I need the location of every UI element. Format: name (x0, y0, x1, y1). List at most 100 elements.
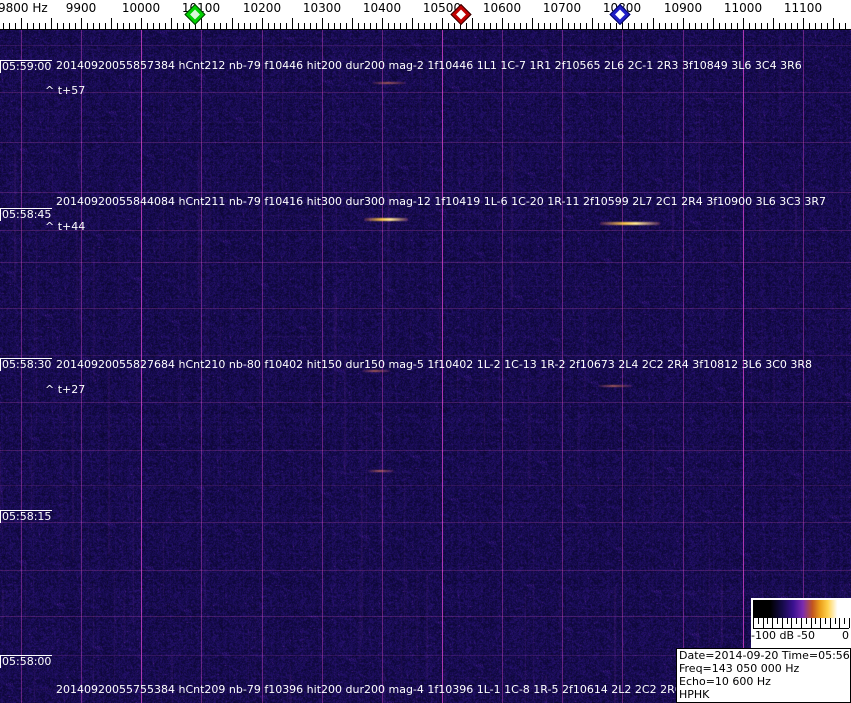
ruler-tick-minor (394, 23, 395, 30)
ruler-tick-minor (129, 23, 130, 30)
green-marker-core (190, 9, 200, 20)
colorbar-tick-major (849, 618, 850, 628)
ruler-tick-minor (671, 23, 672, 30)
red-marker-core (456, 9, 466, 20)
ruler-tick-minor (298, 23, 299, 30)
colorbar-tick-minor (796, 618, 797, 624)
ruler-label: 11000 (723, 1, 763, 15)
ruler-tick-minor (821, 23, 822, 30)
ruler-tick-major (412, 18, 413, 30)
vertical-gridline (562, 30, 563, 703)
event-detection-line: 20140920055857384 hCnt212 nb-79 f10446 h… (56, 59, 802, 72)
ruler-tick-minor (484, 23, 485, 30)
ruler-tick-major (322, 18, 323, 30)
frequency-ruler[interactable]: 9800 Hz 9900 10000 10100 10200 10300 10400 1050… (0, 0, 851, 30)
vertical-gridline (803, 30, 804, 703)
ruler-tick-minor (839, 23, 840, 30)
time-label: 05:58:15 (0, 510, 53, 523)
ruler-tick-minor (767, 23, 768, 30)
colorbar-tick-minor (806, 618, 807, 624)
ruler-tick-minor (665, 23, 666, 30)
horizontal-gridline (0, 192, 851, 193)
ruler-tick-major (472, 18, 473, 30)
ruler-tick-minor (556, 23, 557, 30)
ruler-tick-minor (117, 23, 118, 30)
ruler-tick-major (562, 18, 563, 30)
colorbar-tick-minor (835, 618, 836, 624)
ruler-tick-minor (3, 23, 4, 30)
ruler-tick-minor (316, 23, 317, 30)
ruler-tick-minor (574, 23, 575, 30)
ruler-label: 10300 (302, 1, 342, 15)
ruler-tick-minor (815, 23, 816, 30)
ruler-tick-minor (797, 23, 798, 30)
horizontal-gridline (0, 522, 851, 523)
ruler-tick-minor (195, 23, 196, 30)
ruler-tick-minor (538, 23, 539, 30)
meteor-echo-trace (598, 385, 632, 387)
colorbar-label-mid: -50 (797, 629, 815, 642)
ruler-tick-major (532, 18, 533, 30)
ruler-tick-minor (183, 23, 184, 30)
ruler-tick-major (111, 18, 112, 30)
ruler-tick-minor (159, 23, 160, 30)
info-box: Date=2014-09-20 Time=05:56 UTC Freq=143 … (676, 648, 851, 703)
ruler-tick-minor (9, 23, 10, 30)
ruler-tick-minor (69, 23, 70, 30)
ruler-label: 10900 (663, 1, 703, 15)
colorbar-tick-major (801, 618, 802, 628)
ruler-tick-minor (725, 23, 726, 30)
colorbar-ticks (753, 618, 850, 628)
ruler-baseline (0, 29, 851, 30)
ruler-tick-minor (57, 23, 58, 30)
horizontal-gridline (0, 45, 851, 46)
blue-marker-core (615, 9, 625, 20)
ruler-tick-major (803, 18, 804, 30)
ruler-label: 9900 (65, 1, 97, 15)
horizontal-gridline (0, 142, 851, 143)
ruler-tick-minor (370, 23, 371, 30)
ruler-tick-minor (659, 23, 660, 30)
ruler-tick-major (502, 18, 503, 30)
ruler-tick-minor (63, 23, 64, 30)
ruler-tick-minor (274, 23, 275, 30)
colorbar-tick-major (830, 618, 831, 628)
colorbar-gradient (753, 600, 849, 618)
ruler-tick-minor (33, 23, 34, 30)
ruler-label: 11100 (783, 1, 823, 15)
ruler-tick-minor (177, 23, 178, 30)
colorbar-tick-major (772, 618, 773, 628)
vertical-gridline (81, 30, 82, 703)
ruler-tick-minor (550, 23, 551, 30)
meteor-echo-trace (368, 470, 394, 472)
ruler-tick-minor (27, 23, 28, 30)
ruler-tick-minor (598, 23, 599, 30)
event-time-offset-marker: ^ t+27 (45, 383, 86, 396)
ruler-tick-minor (791, 23, 792, 30)
waterfall-display[interactable] (0, 30, 851, 703)
ruler-tick-minor (647, 23, 648, 30)
ruler-tick-minor (610, 23, 611, 30)
ruler-tick-minor (189, 23, 190, 30)
ruler-tick-minor (256, 23, 257, 30)
colorbar-tick-minor (758, 618, 759, 624)
ruler-tick-minor (376, 23, 377, 30)
ruler-tick-minor (418, 23, 419, 30)
ruler-tick-minor (755, 23, 756, 30)
colorbar-tick-minor (825, 618, 826, 624)
event-detection-line: 20140920055755384 hCnt209 nb-79 f10396 h… (56, 683, 773, 696)
event-time-offset-marker: ^ t+44 (45, 220, 86, 233)
time-label: 05:58:00 (0, 655, 53, 668)
colorbar-tick-major (820, 618, 821, 628)
ruler-tick-major (232, 18, 233, 30)
ruler-tick-major (773, 18, 774, 30)
horizontal-gridline (0, 655, 851, 656)
ruler-tick-minor (93, 23, 94, 30)
vertical-gridline (683, 30, 684, 703)
ruler-tick-minor (701, 23, 702, 30)
ruler-tick-major (442, 18, 443, 30)
ruler-tick-major (382, 18, 383, 30)
ruler-tick-minor (731, 23, 732, 30)
horizontal-gridline (0, 308, 851, 309)
